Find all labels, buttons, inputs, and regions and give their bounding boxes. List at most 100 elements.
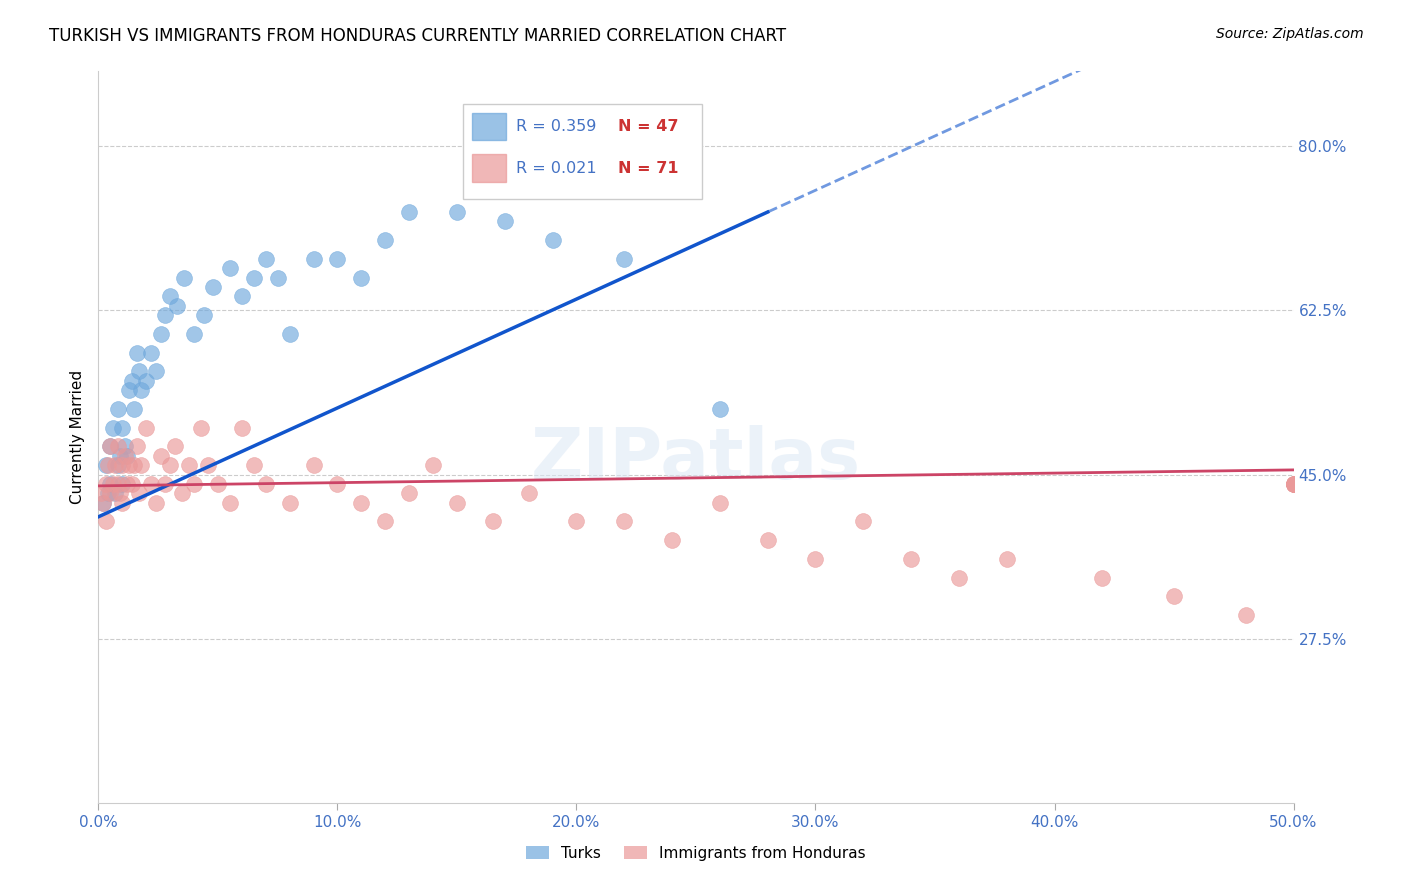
Point	[97, 458, 120, 473]
Point	[183, 326, 205, 341]
Point	[163, 440, 186, 454]
Point	[302, 252, 325, 266]
Text: ZIPatlas: ZIPatlas	[531, 425, 860, 493]
Y-axis label: Currently Married: Currently Married	[70, 370, 86, 504]
Point	[661, 533, 683, 548]
Point	[101, 477, 124, 491]
Point	[118, 383, 141, 397]
Point	[494, 214, 516, 228]
Point	[231, 420, 253, 434]
Point	[131, 458, 153, 473]
Point	[1282, 477, 1305, 491]
Point	[145, 364, 167, 378]
Point	[231, 289, 253, 303]
Point	[94, 477, 117, 491]
Point	[1282, 477, 1305, 491]
Point	[709, 496, 731, 510]
Point	[94, 515, 117, 529]
Point	[267, 270, 290, 285]
Point	[374, 515, 396, 529]
Point	[179, 458, 201, 473]
Point	[111, 458, 134, 473]
Point	[541, 233, 564, 247]
Point	[173, 270, 195, 285]
Point	[114, 449, 136, 463]
Point	[1163, 590, 1185, 604]
Point	[446, 496, 468, 510]
Point	[1282, 477, 1305, 491]
Point	[1234, 608, 1257, 623]
Point	[613, 515, 636, 529]
Point	[1282, 477, 1305, 491]
Legend: Turks, Immigrants from Honduras: Turks, Immigrants from Honduras	[519, 838, 873, 868]
Point	[350, 270, 373, 285]
Point	[121, 477, 143, 491]
Point	[91, 496, 114, 510]
Text: R = 0.021: R = 0.021	[516, 161, 596, 176]
Point	[1091, 571, 1114, 585]
Point	[422, 458, 444, 473]
Point	[183, 477, 205, 491]
Point	[115, 477, 138, 491]
Point	[108, 449, 131, 463]
Point	[155, 477, 177, 491]
Point	[190, 420, 212, 434]
Point	[995, 552, 1018, 566]
Text: R = 0.359: R = 0.359	[516, 119, 596, 134]
Point	[326, 252, 349, 266]
Point	[517, 486, 540, 500]
Point	[98, 440, 122, 454]
Point	[107, 477, 129, 491]
Point	[121, 374, 143, 388]
Point	[219, 261, 242, 276]
Point	[709, 401, 731, 416]
Point	[398, 486, 420, 500]
Point	[98, 486, 122, 500]
Point	[107, 401, 129, 416]
Point	[254, 252, 277, 266]
Point	[128, 486, 150, 500]
Point	[1282, 477, 1305, 491]
FancyBboxPatch shape	[463, 104, 702, 200]
Text: TURKISH VS IMMIGRANTS FROM HONDURAS CURRENTLY MARRIED CORRELATION CHART: TURKISH VS IMMIGRANTS FROM HONDURAS CURR…	[49, 27, 786, 45]
Point	[125, 440, 148, 454]
Text: N = 47: N = 47	[619, 119, 679, 134]
Point	[118, 458, 141, 473]
Point	[149, 326, 172, 341]
Point	[446, 205, 468, 219]
Point	[114, 440, 136, 454]
Point	[139, 477, 162, 491]
Point	[124, 458, 146, 473]
Point	[1282, 477, 1305, 491]
Point	[1282, 477, 1305, 491]
Point	[159, 458, 181, 473]
Point	[145, 496, 167, 510]
Point	[900, 552, 922, 566]
Point	[207, 477, 229, 491]
Point	[804, 552, 827, 566]
Point	[111, 496, 134, 510]
Point	[350, 496, 373, 510]
Point	[98, 440, 122, 454]
Point	[202, 280, 225, 294]
Point	[111, 477, 134, 491]
Point	[159, 289, 181, 303]
Point	[98, 477, 122, 491]
Point	[948, 571, 970, 585]
Bar	[472, 112, 506, 140]
Point	[326, 477, 349, 491]
Point	[135, 420, 157, 434]
Point	[155, 308, 177, 322]
Point	[125, 345, 148, 359]
Point	[111, 420, 134, 434]
Point	[302, 458, 325, 473]
Point	[756, 533, 779, 548]
Point	[128, 364, 150, 378]
Point	[278, 496, 301, 510]
Point	[1282, 477, 1305, 491]
Point	[124, 401, 146, 416]
Bar	[472, 154, 506, 182]
Point	[374, 233, 396, 247]
Point	[278, 326, 301, 341]
Point	[398, 205, 420, 219]
